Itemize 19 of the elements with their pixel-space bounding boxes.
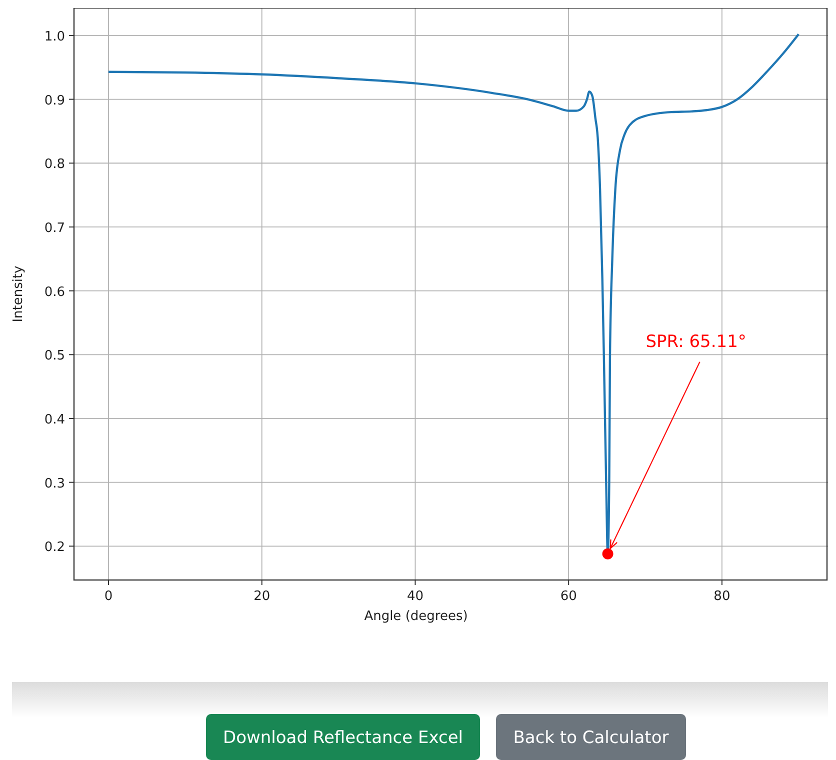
y-tick-label: 0.4 [44,412,65,428]
x-tick-label: 60 [560,589,577,604]
y-tick-label: 0.7 [44,220,65,236]
y-tick-label: 1.0 [44,29,65,44]
y-axis-title: Intensity [11,265,26,322]
y-tick-label: 0.2 [44,540,65,556]
x-tick-label: 20 [254,589,270,604]
button[interactable]: Back to Calculator [496,714,686,760]
x-tick-label: 0 [104,589,113,604]
y-tick-label: 0.3 [44,476,65,492]
button[interactable]: Download Reflectance Excel [206,714,480,760]
y-tick-label: 0.6 [44,284,65,300]
x-tick-label: 40 [406,589,424,604]
x-axis-title: Angle (degrees) [364,609,468,624]
annotation: SPR: 65.11° [646,332,746,352]
y-tick-label: 0.5 [44,348,65,364]
y-tick-label: 0.9 [44,93,65,108]
x-tick-label: 80 [714,589,730,604]
y-tick-label: 0.8 [44,157,65,172]
